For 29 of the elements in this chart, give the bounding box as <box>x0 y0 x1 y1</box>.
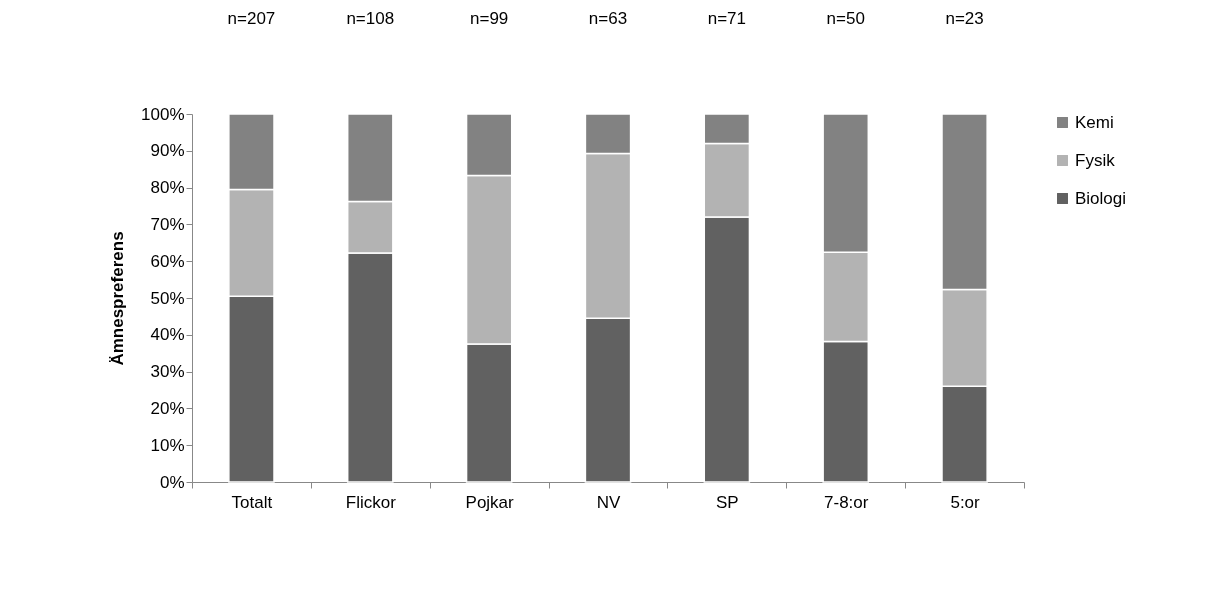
text: n=63 <box>588 9 628 28</box>
y-tick-label: 90% <box>150 141 185 161</box>
y-tick-label: 30% <box>150 362 185 382</box>
y-tick-label: 40% <box>150 325 185 345</box>
y-tick-label: 60% <box>150 251 185 271</box>
x-tick-label: SP <box>716 492 739 512</box>
x-tick-label: Pojkar <box>465 492 515 512</box>
y-tick-label: 100% <box>141 104 185 124</box>
text: n=108 <box>346 9 395 28</box>
x-tick-label: Totalt <box>231 492 273 512</box>
legend-label: Fysik <box>1075 150 1116 170</box>
y-tick-label: 50% <box>150 288 185 308</box>
legend-label: Biologi <box>1075 188 1127 208</box>
x-tick-label: NV <box>596 492 621 512</box>
y-tick-label: 70% <box>150 214 185 234</box>
x-tick-label: 7-8:or <box>824 492 869 512</box>
y-tick-label: 10% <box>150 435 185 455</box>
text: n=207 <box>227 9 276 28</box>
y-tick-label: 0% <box>159 472 185 492</box>
text: n=23 <box>945 9 984 28</box>
legend-label: Kemi <box>1075 112 1114 132</box>
y-tick-label: 20% <box>150 398 185 418</box>
x-tick-label: Flickor <box>345 492 397 512</box>
y-axis-title: Ämnespreferens <box>108 231 128 366</box>
text: n=71 <box>707 9 747 28</box>
x-tick-label: 5:or <box>950 492 981 512</box>
text: n=50 <box>826 9 865 28</box>
text: n=99 <box>469 9 509 28</box>
y-tick-label: 80% <box>150 178 185 198</box>
